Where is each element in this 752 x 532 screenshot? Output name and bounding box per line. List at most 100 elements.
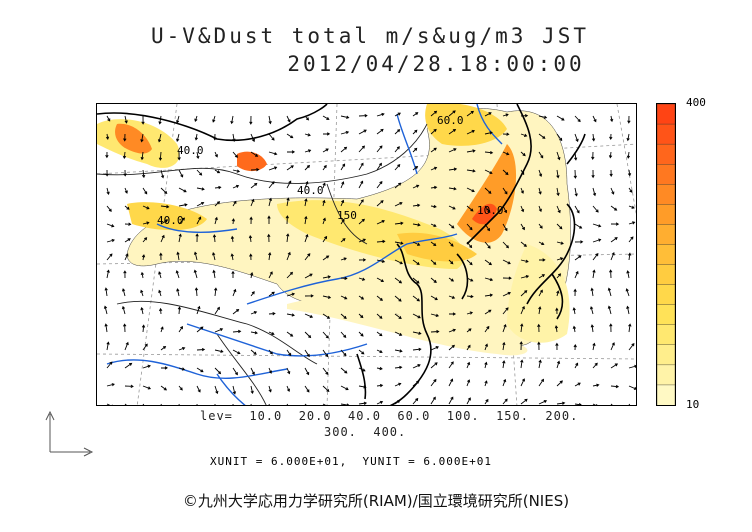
- reference-vector-icon: [45, 410, 94, 457]
- wind-arrow: [141, 169, 146, 179]
- wind-arrow: [322, 148, 329, 153]
- wind-arrow: [610, 251, 615, 261]
- wind-arrow: [232, 184, 240, 189]
- wind-arrow: [268, 385, 272, 393]
- wind-arrow: [214, 185, 222, 190]
- wind-arrow: [430, 128, 437, 135]
- wind-arrow: [268, 115, 272, 125]
- wind-arrow: [556, 273, 562, 279]
- wind-arrow: [376, 277, 385, 283]
- wind-arrow: [376, 181, 383, 189]
- wind-arrow: [249, 115, 253, 125]
- wind-arrow: [268, 403, 270, 405]
- wind-arrow: [538, 223, 543, 229]
- wind-arrow: [160, 205, 170, 209]
- wind-arrow: [178, 187, 187, 193]
- wind-arrow: [466, 379, 471, 387]
- wind-arrow: [358, 180, 364, 189]
- wind-arrow: [268, 166, 278, 171]
- wind-arrow: [592, 403, 598, 405]
- wind-arrow: [121, 288, 126, 297]
- wind-arrow: [448, 361, 454, 369]
- wind-arrow: [448, 187, 457, 191]
- wind-arrow: [484, 131, 493, 135]
- wind-arrow: [340, 331, 347, 338]
- wind-arrow: [626, 133, 630, 142]
- wind-arrow: [591, 169, 595, 179]
- wind-arrow: [376, 383, 384, 388]
- wind-arrow: [412, 277, 420, 284]
- wind-arrow: [448, 277, 455, 282]
- wind-arrow: [160, 385, 168, 391]
- wind-arrow: [502, 241, 510, 249]
- wind-arrow: [286, 292, 296, 297]
- wind-arrow: [572, 307, 576, 315]
- wind-arrow: [232, 403, 234, 405]
- wind-arrow: [394, 146, 400, 153]
- wind-arrow: [286, 367, 291, 375]
- wind-arrow: [592, 269, 596, 279]
- wind-arrow: [214, 169, 221, 174]
- wind-arrow: [520, 259, 529, 263]
- wind-arrow: [520, 151, 526, 157]
- wind-arrow: [430, 223, 437, 228]
- wind-arrow: [626, 151, 631, 159]
- wind-arrow: [376, 259, 386, 263]
- wind-arrow: [194, 287, 199, 297]
- contour-levels-line2: 300. 400.: [324, 425, 407, 439]
- wind-arrow: [232, 288, 237, 297]
- copyright-notice: ©九州大学応用力学研究所(RIAM)/国立環境研究所(NIES): [182, 492, 570, 510]
- wind-arrow: [554, 325, 559, 333]
- wind-arrow: [448, 167, 458, 171]
- wind-arrow: [322, 403, 326, 405]
- wind-arrow: [519, 341, 523, 351]
- wind-arrow: [520, 133, 528, 137]
- wind-arrow: [286, 197, 290, 207]
- wind-arrow: [142, 385, 152, 390]
- wind-arrow: [358, 199, 364, 207]
- wind-arrow: [484, 343, 489, 351]
- wind-arrow: [626, 270, 630, 279]
- wind-arrow: [196, 187, 205, 191]
- wind-arrow: [304, 331, 312, 339]
- wind-arrow: [520, 169, 525, 176]
- wind-arrow: [358, 401, 368, 405]
- wind-arrow: [394, 313, 402, 320]
- wind-arrow: [592, 253, 599, 261]
- wind-arrow: [250, 133, 255, 143]
- wind-arrow: [232, 329, 242, 334]
- wind-arrow: [140, 151, 144, 161]
- wind-arrow: [214, 328, 224, 333]
- contour-label: 40.0: [157, 214, 184, 227]
- wind-arrow: [124, 253, 129, 261]
- wind-arrow: [250, 349, 257, 355]
- wind-arrow: [628, 187, 633, 193]
- wind-arrow: [212, 252, 216, 261]
- wind-arrow: [626, 305, 630, 315]
- wind-arrow: [556, 380, 563, 387]
- wind-arrow: [268, 349, 273, 355]
- dust-map: 40.0 40.0 150 40.0 60.0 10.0: [96, 103, 637, 406]
- wind-arrow: [609, 323, 613, 333]
- wind-arrow: [592, 205, 599, 213]
- colorbar-min-label: 10: [686, 398, 700, 411]
- wind-arrow: [556, 151, 561, 161]
- wind-arrow: [141, 115, 145, 125]
- wind-arrow: [124, 205, 130, 210]
- wind-arrow: [625, 288, 630, 297]
- wind-arrow: [537, 341, 541, 351]
- wind-arrow: [304, 180, 309, 189]
- wind-arrow: [196, 367, 204, 373]
- wind-arrow: [430, 241, 437, 247]
- wind-arrow: [106, 253, 113, 261]
- wind-arrow: [141, 324, 146, 333]
- wind-arrow: [196, 201, 205, 207]
- wind-arrow: [232, 308, 240, 315]
- wind-arrow: [267, 215, 271, 224]
- wind-arrow: [178, 233, 182, 243]
- wind-arrow: [304, 349, 310, 358]
- wind-arrow: [322, 235, 328, 243]
- wind-arrow: [160, 345, 167, 351]
- wind-arrow: [340, 295, 348, 300]
- wind-arrow: [212, 234, 217, 243]
